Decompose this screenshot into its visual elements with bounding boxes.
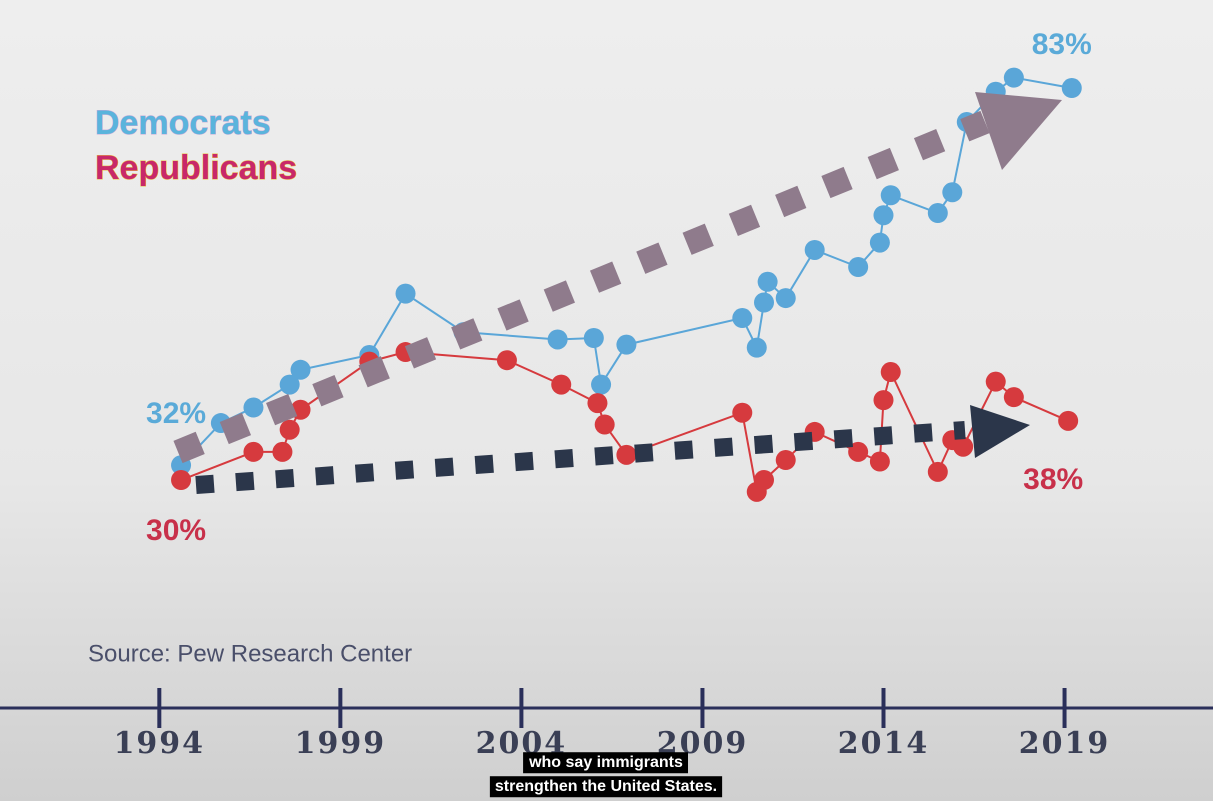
data-point xyxy=(754,292,775,313)
value-label: 32% xyxy=(146,397,206,430)
data-point xyxy=(616,334,637,355)
arrow-head xyxy=(970,405,1030,458)
data-point xyxy=(869,232,890,253)
data-point xyxy=(732,402,753,423)
data-point xyxy=(1058,410,1079,431)
data-point xyxy=(591,374,612,395)
republican-trend-arrow xyxy=(195,421,966,494)
data-point xyxy=(594,414,615,435)
data-point xyxy=(616,444,637,465)
x-tick-label: 2019 xyxy=(1019,726,1111,761)
data-point xyxy=(873,205,894,226)
data-point xyxy=(848,257,869,277)
value-label: 30% xyxy=(146,514,206,547)
data-point xyxy=(848,441,869,462)
data-point xyxy=(279,419,300,440)
data-point xyxy=(290,359,311,380)
data-point xyxy=(243,397,264,418)
data-point xyxy=(869,451,890,472)
data-point xyxy=(942,182,963,203)
data-point xyxy=(804,239,825,260)
legend-entry: Democrats xyxy=(95,104,271,142)
x-tick-label: 2014 xyxy=(838,726,930,761)
data-point xyxy=(551,374,572,395)
data-point xyxy=(547,329,568,350)
data-point xyxy=(754,470,775,491)
data-point xyxy=(587,393,608,414)
value-label: 38% xyxy=(1023,463,1083,496)
data-point xyxy=(243,441,264,462)
data-point xyxy=(1003,67,1024,88)
legend-entry: Republicans xyxy=(95,149,297,187)
data-point xyxy=(1003,387,1024,408)
caption-background xyxy=(523,752,689,774)
data-point xyxy=(279,374,300,395)
data-point xyxy=(171,470,192,491)
caption-background xyxy=(489,776,723,798)
data-point xyxy=(880,362,901,383)
data-point xyxy=(746,337,767,358)
data-point xyxy=(953,436,974,457)
data-point xyxy=(775,288,796,309)
source: Source: Pew Research Center xyxy=(88,640,412,667)
data-point xyxy=(583,328,604,349)
data-point xyxy=(395,283,416,304)
data-point xyxy=(757,271,778,292)
x-tick-label: 1994 xyxy=(114,726,206,761)
data-point xyxy=(927,461,948,482)
data-point xyxy=(880,185,901,206)
data-point xyxy=(775,450,796,471)
data-point xyxy=(985,371,1006,392)
value-label: 83% xyxy=(1032,28,1092,61)
data-point xyxy=(732,308,753,329)
caption-line: who say immigrants xyxy=(528,754,683,771)
data-point xyxy=(927,203,948,224)
caption-line: strengthen the United States. xyxy=(495,778,717,795)
data-point xyxy=(272,441,293,462)
x-tick-label: 1999 xyxy=(295,726,387,761)
arrow-head xyxy=(975,92,1062,170)
data-point xyxy=(873,390,894,411)
data-point xyxy=(1061,78,1082,99)
data-point xyxy=(496,350,517,371)
trend-arrows xyxy=(173,92,1062,494)
series-line xyxy=(180,76,1072,466)
